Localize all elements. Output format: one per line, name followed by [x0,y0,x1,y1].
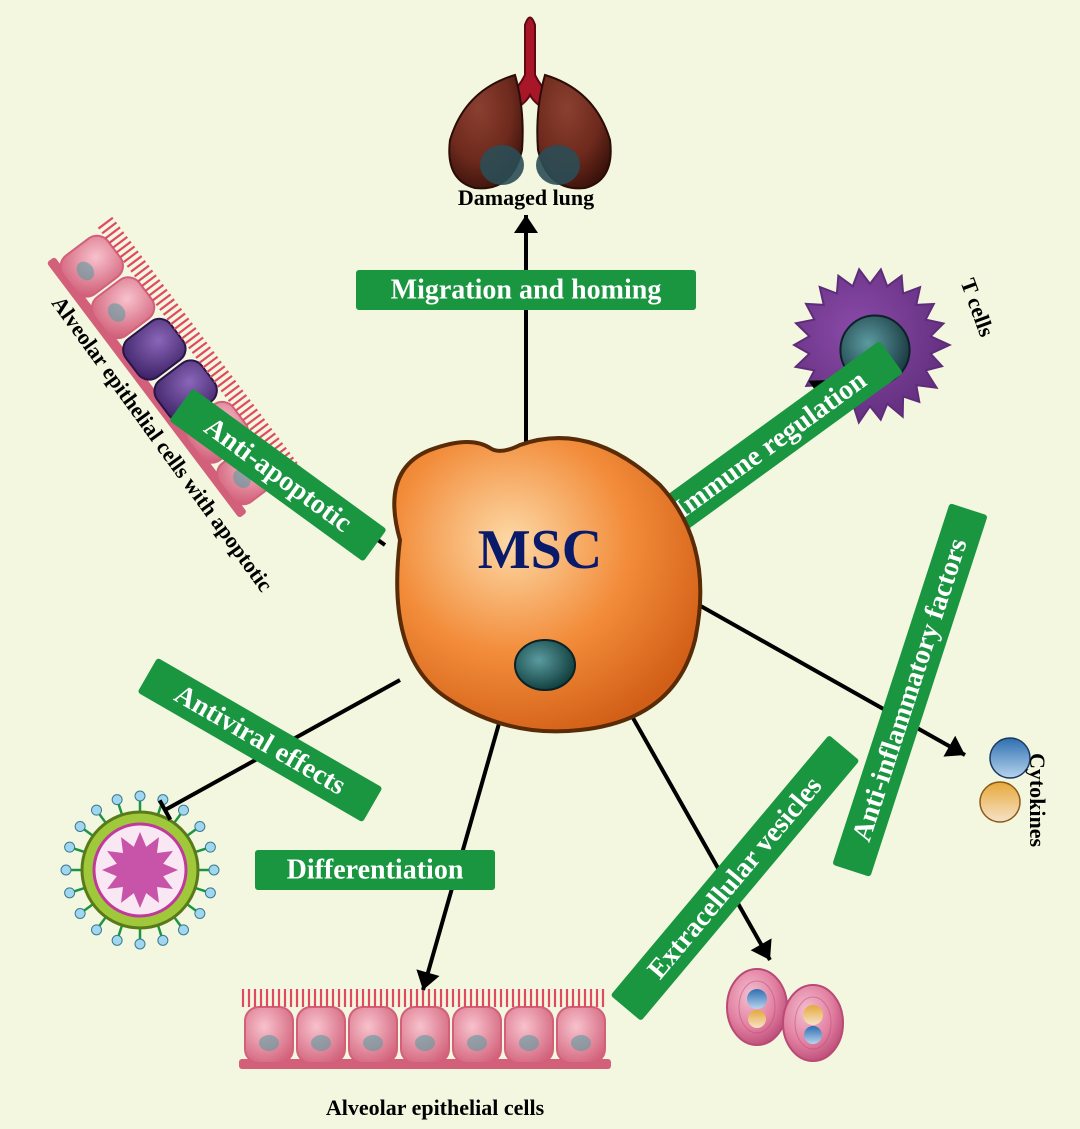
msc-cell: MSC [394,438,700,731]
msc-label: MSC [478,519,602,581]
differentiation-label: Differentiation [255,850,495,890]
differentiation-label-text: Differentiation [287,855,464,886]
migration-label: Migration and homing [356,270,696,310]
msc-nucleus [515,640,575,690]
migration-label-text: Migration and homing [391,275,662,306]
migration-caption: Damaged lung [458,185,594,210]
anti_inflammatory-caption: Cytokines [1025,753,1050,848]
differentiation-caption: Alveolar epithelial cells [326,1095,545,1120]
